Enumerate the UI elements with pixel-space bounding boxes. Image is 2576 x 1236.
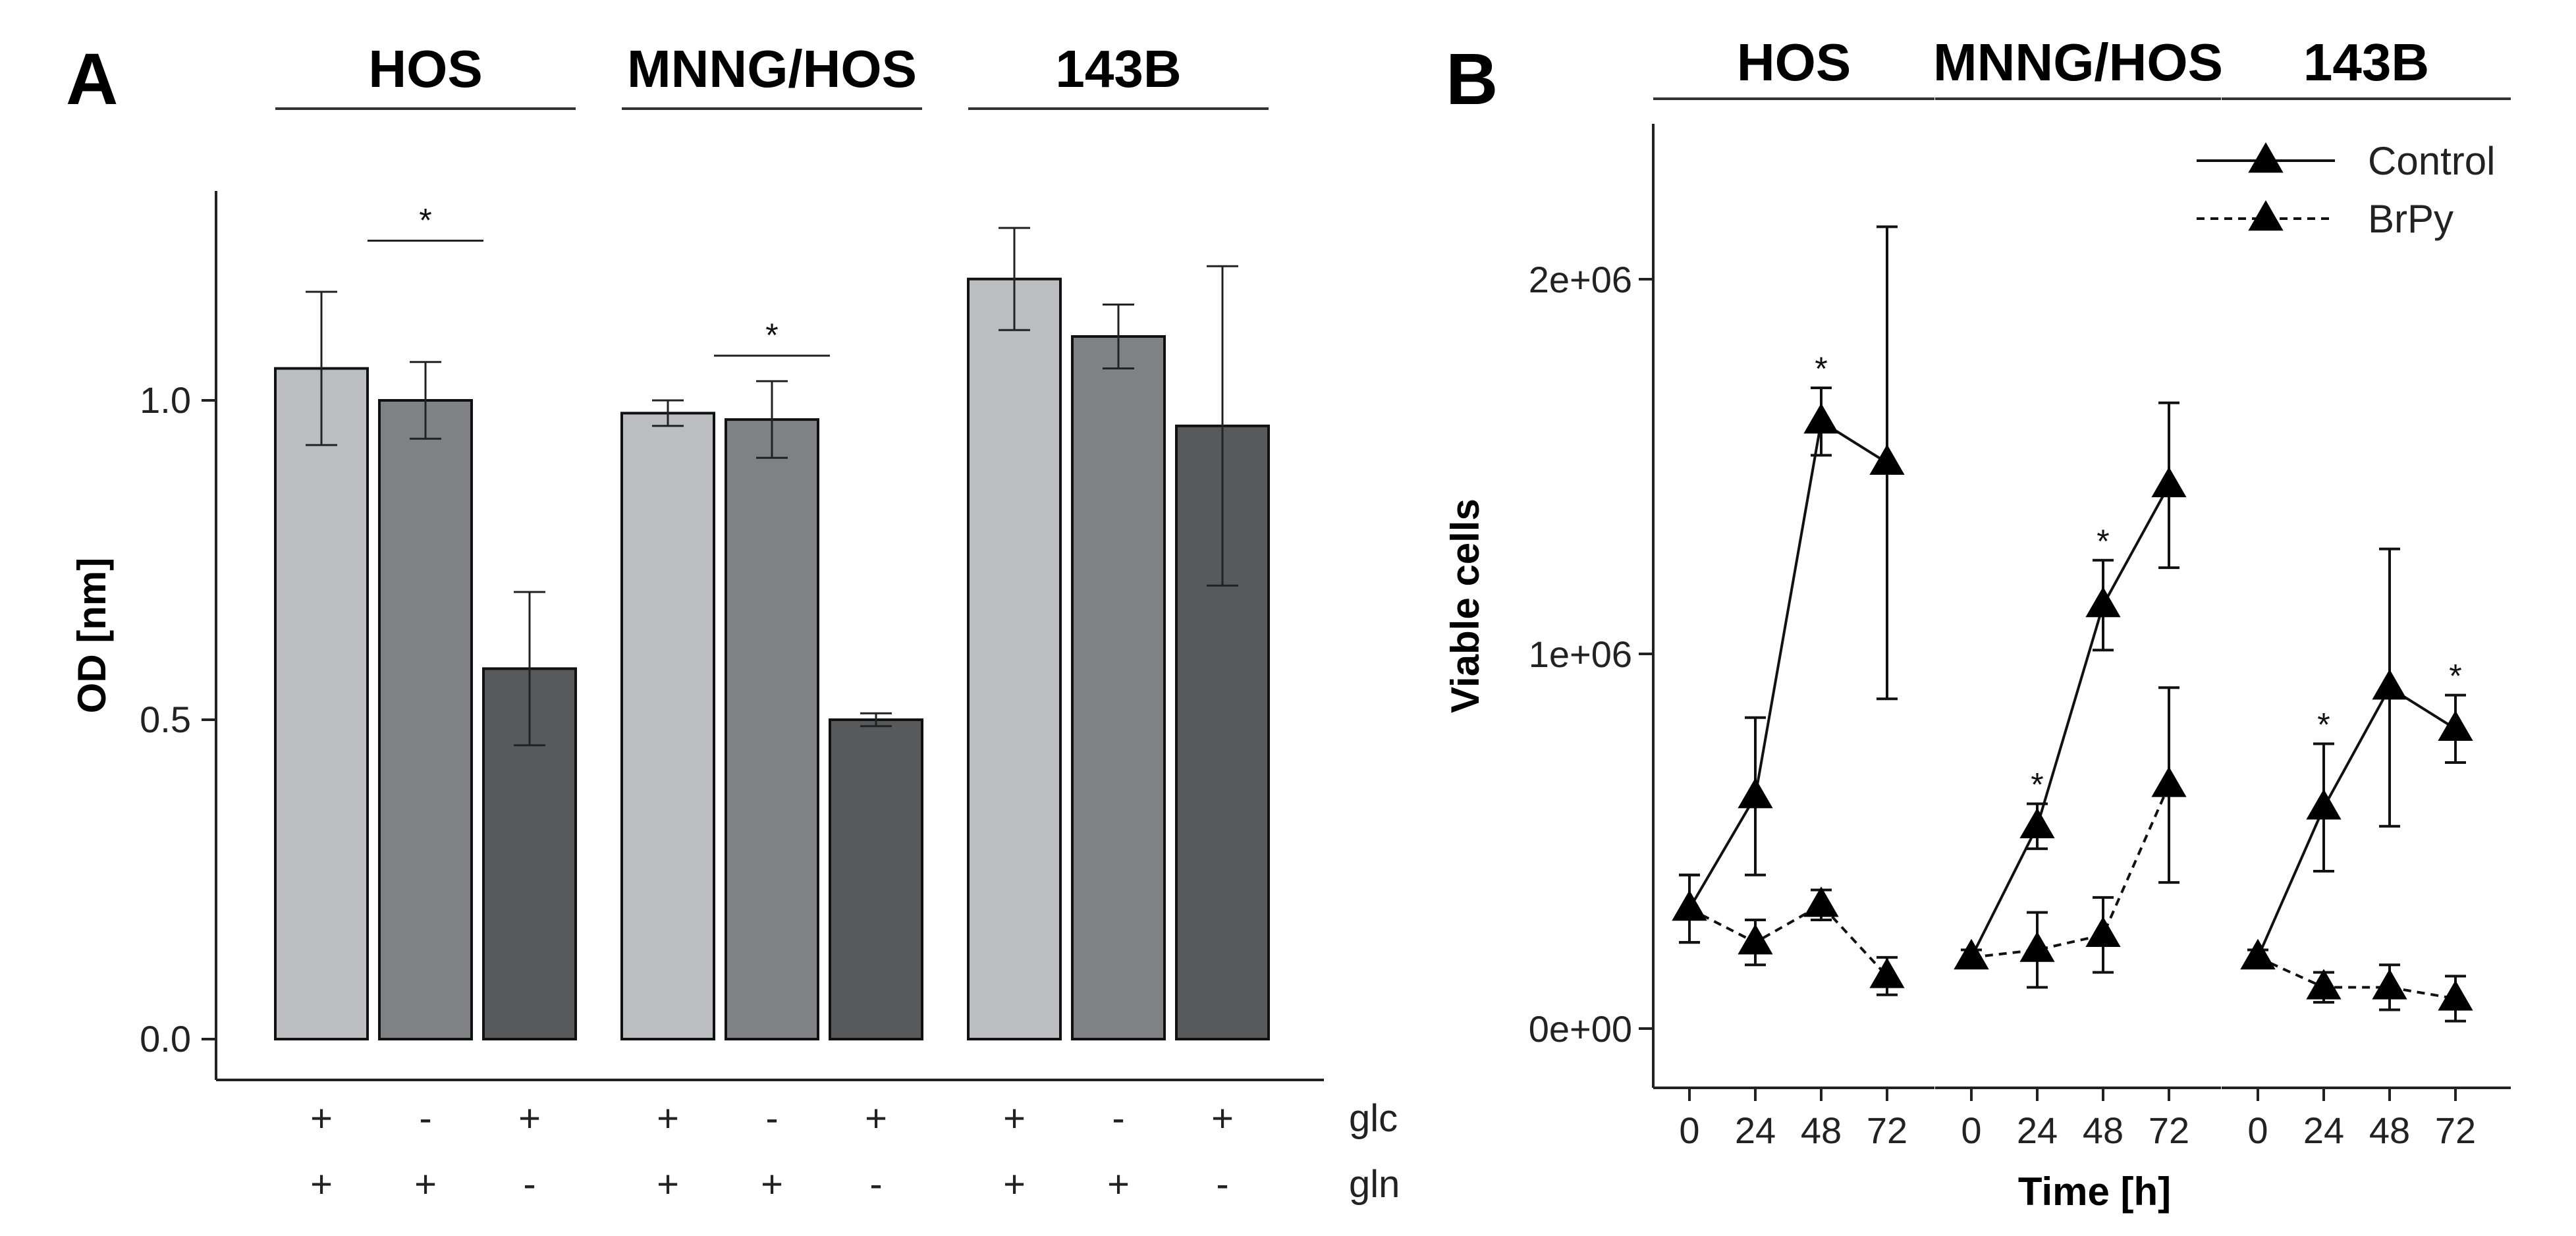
x-tick-label: 24 bbox=[1735, 1110, 1776, 1151]
x-tick-label: 72 bbox=[1867, 1110, 1907, 1151]
y-tick-label: 2e+06 bbox=[1529, 259, 1632, 300]
x-tick-label: 72 bbox=[2435, 1110, 2476, 1151]
condition-sign-gln: - bbox=[1216, 1163, 1228, 1206]
data-point-control bbox=[2019, 807, 2055, 838]
x-axis-title: Time [h] bbox=[2018, 1169, 2171, 1214]
series-line-brpy-mnng-hos bbox=[1971, 784, 2170, 959]
y-tick-label: 0.0 bbox=[140, 1018, 191, 1060]
condition-sign-gln: - bbox=[869, 1163, 882, 1206]
data-point-brpy bbox=[2151, 766, 2187, 797]
data-point-control bbox=[2085, 587, 2121, 618]
legend-marker-control bbox=[2248, 142, 2284, 173]
y-tick-label: 0.5 bbox=[140, 699, 191, 740]
facet-title-mnng-hos: MNNG/HOS bbox=[1933, 33, 2223, 92]
data-point-brpy bbox=[2372, 969, 2407, 1000]
condition-sign-gln: + bbox=[310, 1163, 333, 1206]
y-tick-label: 1.0 bbox=[140, 379, 191, 421]
significance-marker: * bbox=[419, 202, 431, 239]
y-axis-title: Viable cells bbox=[1443, 498, 1487, 713]
panel-a-bar-chart: 0.0 0.5 1.0 OD [nm] HOS + - + + + - MNNG/HOS + - + + + - 1… bbox=[70, 40, 1400, 1206]
condition-sign-glc: - bbox=[1112, 1097, 1124, 1140]
bar-143b-1 bbox=[967, 277, 1062, 1041]
legend-marker-brpy bbox=[2248, 200, 2284, 231]
data-point-control bbox=[1803, 403, 1839, 434]
significance-marker: * bbox=[2031, 766, 2043, 803]
group-title-hos: HOS bbox=[368, 40, 482, 98]
bar-hos-1 bbox=[274, 367, 369, 1040]
condition-row-label-glc: glc bbox=[1349, 1097, 1398, 1140]
y-tick-label: 0e+00 bbox=[1529, 1008, 1632, 1050]
data-point-control bbox=[1869, 444, 1905, 475]
series-line-control-143b bbox=[2257, 685, 2457, 958]
bar-143b-2 bbox=[1071, 335, 1166, 1040]
group-title-mnng-hos: MNNG/HOS bbox=[627, 40, 917, 98]
facet-title-hos: HOS bbox=[1737, 33, 1851, 92]
y-axis-title: OD [nm] bbox=[70, 558, 114, 714]
data-point-brpy bbox=[2019, 931, 2055, 962]
condition-sign-glc: + bbox=[865, 1097, 887, 1140]
legend-label-control: Control bbox=[2368, 139, 2495, 183]
group-title-143b: 143B bbox=[1055, 40, 1181, 98]
bar-hos-2 bbox=[378, 399, 473, 1040]
bar-mnng-hos-3 bbox=[829, 718, 923, 1040]
data-point-brpy bbox=[2438, 980, 2473, 1011]
panel-a-label: A bbox=[66, 39, 118, 120]
legend-label-brpy: BrPy bbox=[2368, 197, 2453, 241]
significance-marker: * bbox=[2449, 658, 2461, 695]
x-tick-label: 0 bbox=[2247, 1110, 2268, 1151]
condition-sign-glc: + bbox=[1003, 1097, 1026, 1140]
data-point-control bbox=[2151, 466, 2187, 498]
x-tick-label: 72 bbox=[2149, 1110, 2189, 1151]
data-point-control bbox=[2372, 669, 2407, 700]
condition-sign-gln: - bbox=[523, 1163, 535, 1206]
condition-sign-gln: + bbox=[761, 1163, 783, 1206]
facet-title-143b: 143B bbox=[2303, 33, 2429, 92]
condition-sign-gln: + bbox=[657, 1163, 679, 1206]
data-point-brpy bbox=[1738, 924, 1773, 955]
condition-sign-gln: + bbox=[1107, 1163, 1130, 1206]
x-tick-label: 48 bbox=[1801, 1110, 1842, 1151]
series-line-brpy-hos bbox=[1689, 903, 1888, 977]
x-tick-label: 24 bbox=[2017, 1110, 2058, 1151]
significance-marker: * bbox=[2096, 523, 2109, 560]
data-point-brpy bbox=[1803, 886, 1839, 917]
bar-mnng-hos-2 bbox=[725, 418, 819, 1040]
significance-marker: * bbox=[1815, 350, 1827, 387]
condition-row-label-gln: gln bbox=[1349, 1163, 1400, 1206]
data-point-brpy bbox=[2306, 969, 2342, 1000]
condition-sign-glc: + bbox=[657, 1097, 679, 1140]
data-point-control bbox=[1738, 778, 1773, 809]
condition-sign-glc: + bbox=[518, 1097, 541, 1140]
series-line-control-hos bbox=[1688, 419, 1888, 909]
series-line-brpy-143b bbox=[2257, 956, 2456, 1000]
data-point-brpy bbox=[2240, 938, 2276, 970]
data-point-control bbox=[2438, 710, 2473, 741]
y-tick-label: 1e+06 bbox=[1529, 633, 1632, 675]
x-tick-label: 48 bbox=[2369, 1110, 2410, 1151]
significance-marker: * bbox=[2317, 707, 2330, 743]
series-line-control-mnng-hos bbox=[1970, 484, 2170, 958]
x-tick-label: 24 bbox=[2303, 1110, 2344, 1151]
data-point-brpy bbox=[1954, 938, 1989, 970]
data-point-control bbox=[2306, 789, 2342, 820]
significance-marker: * bbox=[765, 317, 778, 354]
condition-sign-gln: + bbox=[414, 1163, 437, 1206]
condition-sign-glc: + bbox=[310, 1097, 333, 1140]
bar-mnng-hos-1 bbox=[620, 412, 715, 1040]
condition-sign-glc: - bbox=[419, 1097, 431, 1140]
data-point-brpy bbox=[2085, 916, 2121, 947]
x-tick-label: 0 bbox=[1961, 1110, 1981, 1151]
condition-sign-gln: + bbox=[1003, 1163, 1026, 1206]
data-point-brpy bbox=[1672, 890, 1707, 921]
data-point-brpy bbox=[1869, 957, 1905, 988]
x-tick-label: 48 bbox=[2083, 1110, 2124, 1151]
condition-sign-glc: - bbox=[765, 1097, 778, 1140]
panel-b-label: B bbox=[1446, 39, 1498, 120]
condition-sign-glc: + bbox=[1211, 1097, 1234, 1140]
x-tick-label: 0 bbox=[1679, 1110, 1699, 1151]
